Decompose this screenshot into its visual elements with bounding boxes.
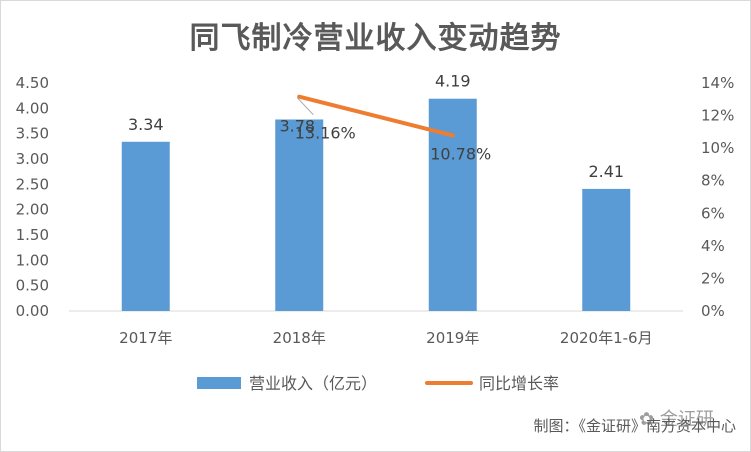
y-left-tick-label: 3.50: [16, 125, 49, 143]
watermark: ✿ 金证研: [639, 405, 714, 431]
bar: [582, 188, 631, 311]
bar: [121, 141, 170, 311]
legend-swatch-revenue: [197, 377, 241, 389]
y-right-tick-label: 2%: [701, 269, 725, 287]
line-data-label: 10.78%: [430, 144, 491, 163]
y-left-tick-label: 2.50: [16, 175, 49, 193]
y-left-tick-label: 0.00: [16, 302, 49, 320]
legend-label-growth: 同比增长率: [479, 374, 559, 393]
data-label-leader: [296, 97, 314, 116]
bar-data-label: 4.19: [435, 72, 471, 91]
line-data-label: 13.16%: [295, 124, 356, 143]
y-right-tick-label: 4%: [701, 237, 725, 255]
y-right-tick-label: 8%: [701, 172, 725, 190]
y-left-tick-label: 3.00: [16, 150, 49, 168]
y-left-tick-label: 0.50: [16, 277, 49, 295]
x-tick-label: 2017年: [119, 329, 172, 347]
x-tick-label: 2020年1-6月: [560, 329, 653, 347]
chart-source-footer: 制图：《金证研》南方资本中心: [533, 417, 736, 435]
chart-title: 同飞制冷营业收入变动趋势: [189, 21, 562, 56]
y-left-tick-label: 4.00: [16, 99, 49, 117]
y-left-tick-label: 4.50: [16, 74, 49, 92]
y-left-tick-label: 2.00: [16, 201, 49, 219]
wechat-icon: ✿: [639, 409, 655, 430]
legend-label-revenue: 营业收入（亿元）: [249, 374, 377, 393]
y-right-tick-label: 10%: [701, 139, 734, 157]
x-tick-label: 2019年: [426, 329, 479, 347]
bar: [275, 119, 324, 311]
x-tick-label: 2018年: [273, 329, 326, 347]
y-right-tick-label: 6%: [701, 204, 725, 222]
bar-data-label: 3.34: [128, 115, 164, 134]
bar-data-label: 3.78: [279, 116, 315, 135]
growth-rate-line: [297, 94, 455, 138]
bar-data-label: 2.41: [588, 162, 624, 181]
watermark-text: 金证研: [659, 409, 714, 430]
y-left-tick-label: 1.00: [16, 251, 49, 269]
y-left-tick-label: 1.50: [16, 226, 49, 244]
y-right-tick-label: 12%: [701, 107, 734, 125]
y-right-tick-label: 14%: [701, 74, 734, 92]
y-right-tick-label: 0%: [701, 302, 725, 320]
